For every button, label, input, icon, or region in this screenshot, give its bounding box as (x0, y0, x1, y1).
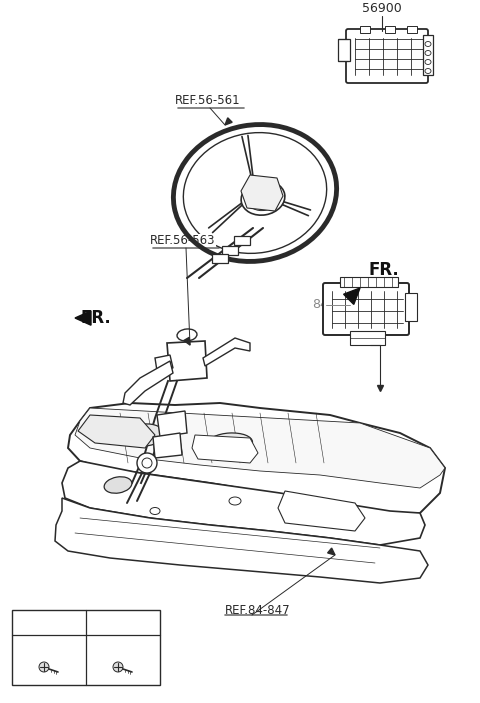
Ellipse shape (137, 453, 157, 473)
Polygon shape (157, 411, 187, 437)
Polygon shape (153, 433, 182, 458)
Text: REF.56-563: REF.56-563 (150, 233, 216, 247)
Ellipse shape (113, 662, 123, 672)
Ellipse shape (207, 433, 252, 453)
Text: FR.: FR. (368, 261, 399, 279)
Ellipse shape (183, 133, 327, 253)
Ellipse shape (241, 181, 285, 215)
Bar (350, 331, 385, 345)
Text: 56900: 56900 (362, 2, 402, 15)
Polygon shape (278, 491, 365, 531)
Polygon shape (192, 435, 258, 463)
Ellipse shape (104, 477, 132, 494)
Polygon shape (167, 341, 207, 381)
Bar (12, 610, 160, 685)
Polygon shape (328, 548, 335, 555)
Polygon shape (123, 361, 173, 405)
Polygon shape (344, 288, 360, 304)
Ellipse shape (39, 662, 49, 672)
Polygon shape (75, 311, 91, 325)
Bar (360, 26, 370, 33)
Bar (407, 26, 417, 33)
Bar (385, 26, 395, 33)
Polygon shape (241, 175, 283, 211)
Ellipse shape (150, 508, 160, 515)
FancyBboxPatch shape (323, 283, 409, 335)
Bar (340, 277, 398, 287)
Bar (338, 39, 350, 61)
Polygon shape (155, 355, 173, 371)
Ellipse shape (126, 424, 164, 446)
Ellipse shape (229, 497, 241, 505)
Bar (423, 35, 433, 75)
Text: FR.: FR. (80, 309, 111, 327)
Polygon shape (203, 338, 250, 366)
Ellipse shape (425, 68, 431, 74)
Text: 1125KD: 1125KD (28, 618, 70, 628)
Polygon shape (62, 461, 425, 545)
Text: 1125KB: 1125KB (103, 618, 143, 628)
Text: 84530: 84530 (312, 299, 352, 311)
Polygon shape (55, 498, 428, 583)
Text: REF.56-561: REF.56-561 (175, 93, 240, 106)
Bar (405, 293, 417, 321)
Text: REF.84-847: REF.84-847 (225, 603, 290, 617)
Bar (222, 246, 238, 255)
Bar (234, 236, 250, 245)
Polygon shape (225, 118, 232, 125)
Ellipse shape (425, 51, 431, 56)
Polygon shape (68, 403, 445, 518)
Ellipse shape (425, 41, 431, 46)
Ellipse shape (177, 329, 197, 341)
Ellipse shape (142, 458, 152, 468)
Ellipse shape (425, 60, 431, 65)
Polygon shape (75, 408, 445, 488)
FancyBboxPatch shape (346, 29, 428, 83)
Bar (212, 254, 228, 262)
Polygon shape (184, 337, 190, 345)
Polygon shape (78, 415, 155, 448)
